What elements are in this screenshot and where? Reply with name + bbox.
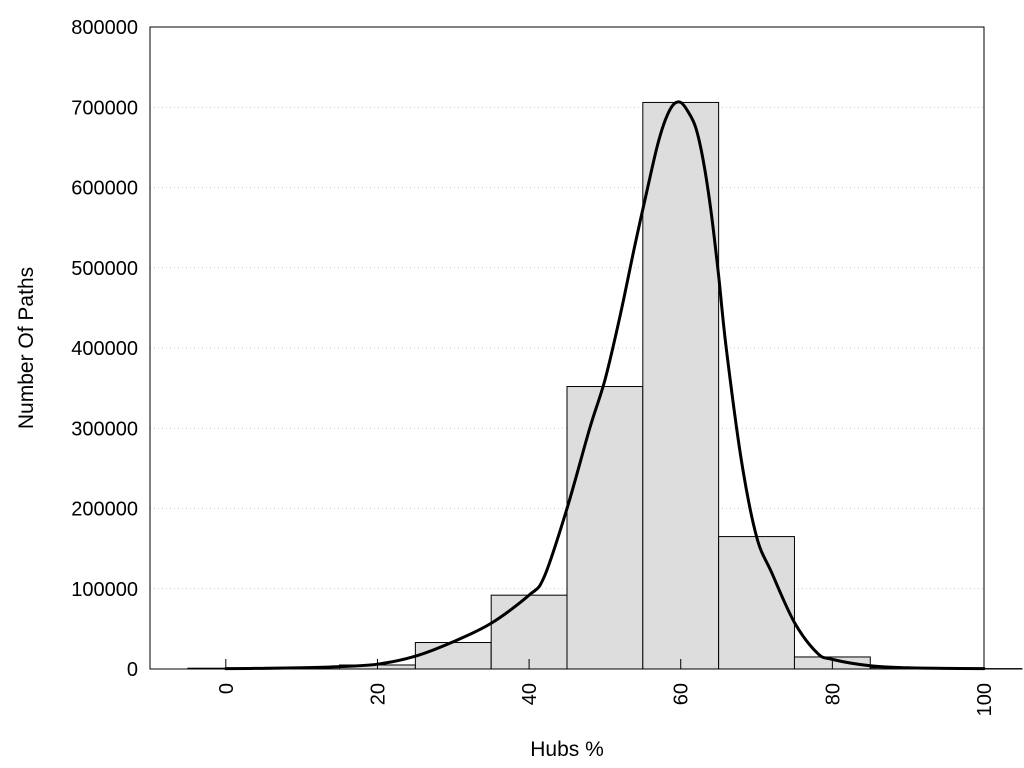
- plot-frame: [149, 26, 985, 670]
- x-tick-label: 40: [519, 683, 541, 705]
- x-tick-label: 20: [367, 683, 389, 705]
- density-curve: [224, 100, 986, 671]
- y-tick-label: 700000: [71, 97, 138, 119]
- y-tick-label: 300000: [71, 418, 138, 440]
- histogram-bar: [490, 594, 568, 670]
- histogram-bar: [566, 386, 644, 670]
- y-tick-label: 200000: [71, 499, 138, 521]
- x-axis-title: Hubs %: [530, 738, 604, 761]
- y-tick-label: 500000: [71, 258, 138, 280]
- y-axis-ticks: 0 100000 200000 300000 400000 500000 600000 700…: [71, 17, 138, 681]
- y-tick-label: 600000: [71, 178, 138, 200]
- x-tick-label: 80: [822, 683, 844, 705]
- y-tick-label: 800000: [71, 17, 138, 39]
- x-tick-label: 100: [974, 683, 996, 716]
- density-curve-line: [224, 100, 986, 671]
- histogram-bar: [718, 536, 795, 670]
- y-axis-title: Number Of Paths: [15, 267, 38, 429]
- histogram-bars: [187, 101, 1023, 670]
- y-tick-label: 0: [127, 659, 138, 681]
- y-tick-label: 100000: [71, 579, 138, 601]
- x-axis-ticks: 0 20 40 60 80 100: [216, 659, 996, 716]
- x-tick-label: 60: [671, 683, 693, 705]
- histogram-bar: [642, 101, 720, 670]
- x-tick-label: 0: [216, 683, 238, 694]
- histogram-bar: [414, 642, 492, 670]
- y-tick-label: 400000: [71, 338, 138, 360]
